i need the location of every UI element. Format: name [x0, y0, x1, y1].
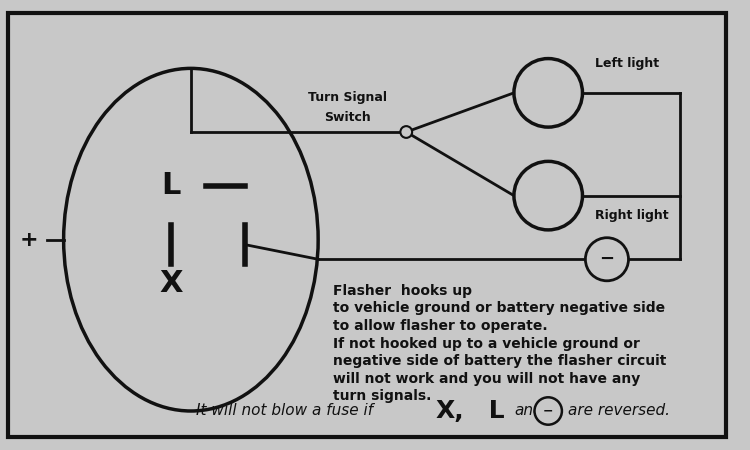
Text: X,: X, — [436, 399, 464, 423]
Text: and: and — [514, 404, 542, 419]
Text: Turn Signal: Turn Signal — [308, 91, 387, 104]
FancyBboxPatch shape — [8, 13, 726, 437]
Ellipse shape — [64, 68, 318, 411]
Text: negative side of battery the flasher circuit: negative side of battery the flasher cir… — [333, 354, 666, 368]
Text: turn signals.: turn signals. — [333, 389, 431, 404]
Text: will not work and you will not have any: will not work and you will not have any — [333, 372, 640, 386]
Text: It will not blow a fuse if: It will not blow a fuse if — [196, 404, 373, 419]
Text: X: X — [160, 269, 183, 298]
Text: If not hooked up to a vehicle ground or: If not hooked up to a vehicle ground or — [333, 337, 640, 351]
Text: to allow flasher to operate.: to allow flasher to operate. — [333, 319, 548, 333]
Text: Left light: Left light — [596, 57, 659, 70]
Text: L: L — [162, 171, 181, 200]
Text: to vehicle ground or battery negative side: to vehicle ground or battery negative si… — [333, 302, 665, 315]
Text: −: − — [543, 405, 554, 418]
Circle shape — [514, 162, 583, 230]
Circle shape — [535, 397, 562, 425]
Text: Flasher  hooks up: Flasher hooks up — [333, 284, 472, 298]
Text: L: L — [480, 399, 504, 423]
Circle shape — [586, 238, 628, 281]
Text: +: + — [20, 230, 39, 250]
Text: are reversed.: are reversed. — [568, 404, 670, 419]
Circle shape — [400, 126, 412, 138]
Text: Switch: Switch — [324, 111, 371, 124]
Text: −: − — [599, 250, 614, 268]
Circle shape — [514, 58, 583, 127]
Text: Right light: Right light — [596, 209, 669, 222]
